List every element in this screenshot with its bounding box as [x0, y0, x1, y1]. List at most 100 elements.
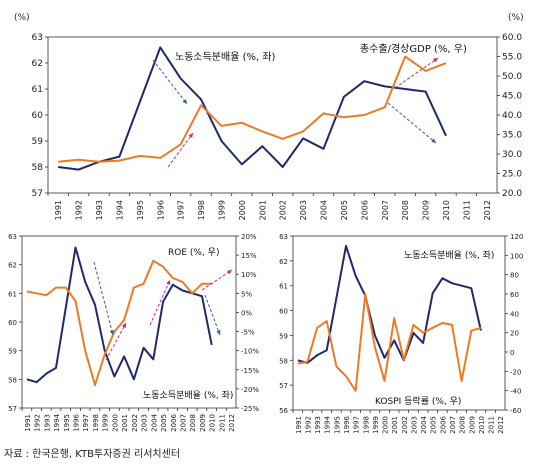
x-tick-label: 2008	[459, 416, 467, 434]
left-tick-label: 58	[279, 357, 288, 365]
trend-arrow-head	[227, 270, 232, 275]
right-axis-unit: (%)	[508, 13, 524, 23]
series-annotation: 노동소득분배율 (%, 좌)	[143, 390, 233, 401]
x-tick-label: 2012	[228, 414, 236, 432]
x-tick-label: 1997	[353, 416, 361, 434]
x-tick-label: 1999	[102, 414, 110, 432]
right-tick-label: 0	[510, 349, 514, 357]
x-tick-label: 2002	[401, 416, 409, 434]
series-line-2	[58, 55, 447, 163]
x-tick-label: 1992	[304, 416, 312, 434]
x-tick-label: 2001	[391, 416, 399, 434]
right-tick-label: 25.0	[502, 170, 522, 180]
trend-arrow-line	[105, 322, 127, 361]
series-line-1	[26, 246, 213, 384]
x-tick-label: 2011	[462, 200, 471, 220]
series-annotation: 노동소득분배율 (%, 좌)	[175, 51, 276, 63]
x-tick-label: 2003	[410, 416, 418, 434]
x-tick-label: 1998	[197, 200, 206, 220]
trend-arrow-head	[121, 323, 126, 328]
x-tick-label: 2005	[160, 414, 168, 432]
right-tick-label: 20.0	[502, 189, 522, 199]
left-tick-label: 58	[8, 376, 17, 384]
x-tick-label: 2009	[199, 414, 207, 432]
right-tick-label: 120	[510, 233, 523, 241]
right-tick-label: -20	[510, 368, 521, 376]
right-tick-label: 20%	[241, 233, 257, 241]
x-tick-label: 2003	[141, 414, 149, 432]
series-line-2	[297, 293, 482, 392]
series-annotation: 총수출/경상GDP (%, 우)	[360, 42, 467, 55]
x-tick-label: 1995	[136, 200, 145, 220]
x-tick-label: 1995	[333, 416, 341, 434]
left-tick-label: 57	[8, 405, 17, 413]
x-tick-label: 1999	[217, 200, 226, 220]
plot-frame-2	[21, 235, 237, 409]
left-tick-label: 63	[32, 33, 43, 43]
x-tick-label: 1992	[34, 414, 42, 432]
right-tick-label: 20	[510, 330, 519, 338]
x-tick-label: 2000	[238, 200, 247, 220]
x-tick-label: 2010	[442, 200, 451, 220]
left-tick-label: 60	[32, 111, 44, 121]
x-tick-label: 2003	[299, 200, 308, 220]
x-tick-label: 1996	[156, 200, 165, 220]
left-tick-label: 58	[32, 163, 44, 173]
series-annotation: 노동소득분배율 (%, 좌)	[404, 250, 494, 261]
x-tick-label: 2011	[488, 416, 496, 434]
x-tick-label: 1991	[24, 414, 32, 432]
left-tick-label: 59	[279, 332, 288, 340]
x-tick-label: 1993	[314, 416, 322, 434]
x-tick-label: 2005	[340, 200, 349, 220]
trend-arrow-head	[431, 138, 436, 143]
x-tick-label: 2007	[449, 416, 457, 434]
left-axis-unit: (%)	[14, 13, 30, 23]
right-tick-label: -40	[510, 388, 521, 396]
x-tick-label: 2010	[478, 416, 486, 434]
left-tick-label: 59	[8, 348, 17, 356]
x-tick-label: 1998	[362, 416, 370, 434]
right-tick-label: -60	[510, 407, 521, 415]
left-tick-label: 57	[32, 189, 43, 199]
source-note: 자료 : 한국은행, KTB투자증권 리서치센터	[4, 449, 181, 460]
right-tick-label: -25%	[241, 405, 259, 413]
left-tick-label: 61	[279, 283, 288, 291]
x-tick-label: 1996	[343, 415, 351, 433]
right-tick-label: 60.0	[502, 33, 522, 43]
series-annotation: ROE (%, 우)	[168, 247, 219, 258]
x-tick-label: 2009	[422, 200, 431, 220]
x-tick-label: 1992	[75, 200, 84, 220]
x-tick-label: 1996	[73, 413, 81, 431]
left-tick-label: 59	[32, 137, 44, 147]
x-tick-label: 2012	[483, 200, 492, 220]
x-tick-label: 2006	[170, 413, 178, 431]
x-tick-label: 2010	[209, 414, 217, 432]
series-line-2	[26, 259, 212, 387]
x-tick-label: 2001	[121, 414, 129, 432]
right-tick-label: 0%	[241, 309, 252, 317]
right-tick-label: 40.0	[502, 111, 522, 121]
x-tick-label: 2006	[360, 200, 369, 220]
x-tick-label: 1994	[324, 415, 332, 433]
trend-arrow-head	[433, 58, 438, 63]
right-tick-label: -20%	[241, 386, 259, 394]
x-tick-label: 2000	[111, 414, 119, 432]
x-tick-label: 1998	[92, 414, 100, 432]
right-tick-label: 40	[510, 310, 519, 318]
right-tick-label: 80	[510, 272, 519, 280]
right-tick-label: -10%	[241, 348, 259, 356]
left-tick-label: 62	[8, 262, 17, 270]
trend-arrow-head	[182, 99, 187, 104]
x-tick-label: 2012	[497, 416, 505, 434]
trend-arrow-line	[152, 59, 188, 105]
x-tick-label: 2008	[401, 200, 410, 220]
x-tick-label: 2011	[218, 414, 226, 432]
left-tick-label: 56	[279, 407, 288, 415]
right-tick-label: -15%	[241, 367, 259, 375]
right-tick-label: 60	[510, 291, 519, 299]
trend-arrow-line	[93, 261, 114, 336]
left-tick-label: 62	[32, 59, 43, 69]
right-tick-label: 100	[510, 252, 523, 260]
right-tick-label: 50.0	[502, 72, 522, 82]
